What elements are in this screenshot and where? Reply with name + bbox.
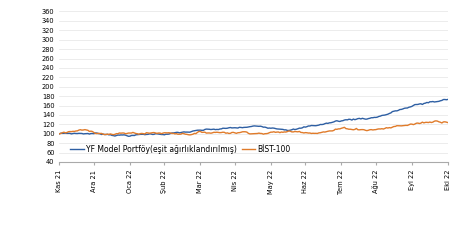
YF Model Portföy(eşit ağırlıklandırılmış)	[372, 116, 377, 119]
YF Model Portföy(eşit ağırlıklandırılmış)	[112, 135, 117, 137]
BİST-100	[372, 128, 377, 131]
Line: BİST-100: BİST-100	[59, 121, 448, 135]
BİST-100	[222, 131, 227, 134]
YF Model Portföy(eşit ağırlıklandırılmış)	[429, 100, 434, 103]
YF Model Portföy(eşit ağırlıklandırılmış)	[445, 98, 451, 101]
BİST-100	[429, 121, 434, 124]
BİST-100	[220, 131, 226, 134]
BİST-100	[445, 121, 451, 124]
BİST-100	[103, 133, 109, 136]
YF Model Portföy(eşit ağırlıklandırılmış)	[103, 133, 109, 136]
Legend: YF Model Portföy(eşit ağırlıklandırılmış), BİST-100: YF Model Portföy(eşit ağırlıklandırılmış…	[67, 142, 294, 157]
Line: YF Model Portföy(eşit ağırlıklandırılmış): YF Model Portföy(eşit ağırlıklandırılmış…	[59, 99, 448, 136]
YF Model Portföy(eşit ağırlıklandırılmış)	[222, 127, 227, 130]
BİST-100	[57, 133, 62, 135]
BİST-100	[433, 119, 439, 122]
BİST-100	[187, 133, 193, 136]
BİST-100	[112, 133, 117, 136]
YF Model Portföy(eşit ağırlıklandırılmış)	[126, 135, 131, 138]
YF Model Portföy(eşit ağırlıklandırılmış)	[220, 127, 226, 130]
YF Model Portföy(eşit ağırlıklandırılmış)	[57, 133, 62, 135]
